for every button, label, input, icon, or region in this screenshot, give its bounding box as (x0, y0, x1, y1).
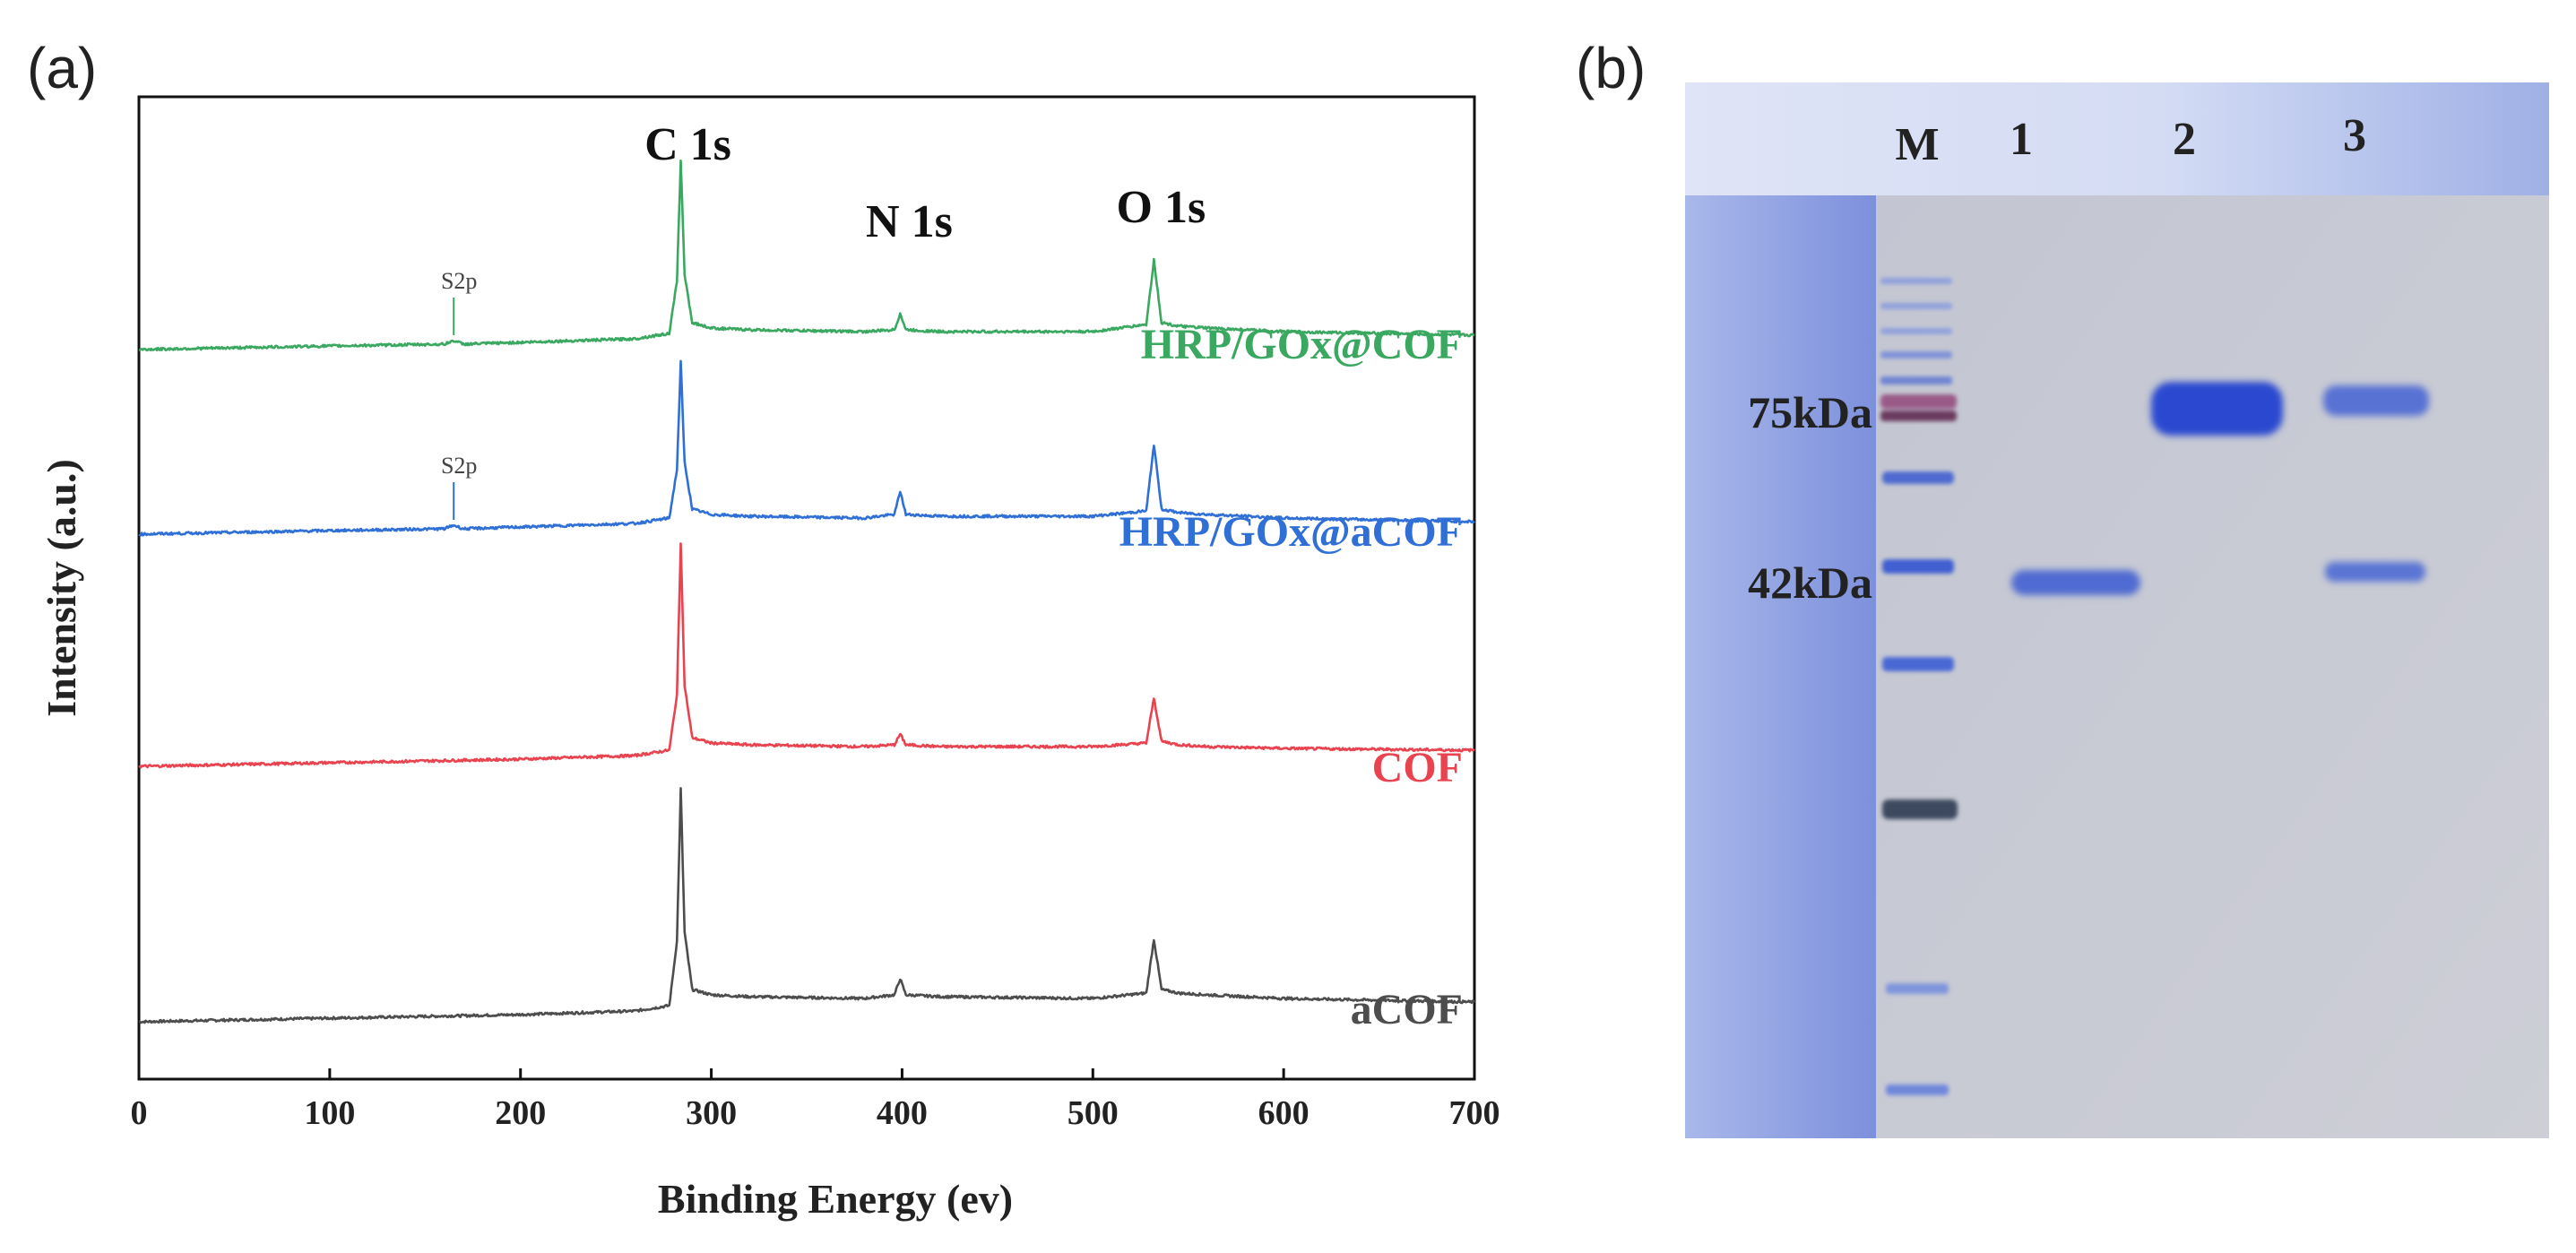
sample-bands (2011, 382, 2429, 595)
ladder-band (1882, 559, 1954, 574)
ladder-band (1880, 376, 1952, 385)
x-tick-label: 300 (686, 1094, 737, 1132)
x-tick-label: 0 (131, 1094, 148, 1132)
y-axis-label: Intensity (a.u.) (39, 459, 84, 717)
lane-label-M: M (1895, 119, 1939, 170)
gel-left-strip (1685, 195, 1876, 1138)
x-tick-label: 200 (495, 1094, 546, 1132)
annotation-S2p: S2p (441, 453, 477, 479)
ladder-band (1882, 657, 1954, 671)
x-axis-ticks: 0 100 200 300 400 500 600 700 (131, 1068, 1500, 1132)
x-tick-label: 500 (1068, 1094, 1119, 1132)
band-lane-1-42kDa (2011, 570, 2140, 595)
panel-b-label: (b) (1576, 36, 1646, 100)
series-line-aCOF (138, 787, 1476, 1024)
series-label-HRP-GOx-COF: HRP/GOx@COF (1141, 321, 1463, 368)
marker-label-75kDa: 75kDa (1748, 387, 1872, 437)
x-tick-label: 100 (304, 1094, 355, 1132)
marker-label-42kDa: 42kDa (1748, 557, 1872, 608)
series-group: aCOF COF HRP/GOx@aCOF HRP/GOx@COF (138, 159, 1476, 1033)
panel-a-label: (a) (27, 36, 97, 100)
band-lane-3-42kDa (2325, 562, 2425, 582)
peak-label-N-1s: N 1s (866, 196, 953, 247)
x-axis-label: Binding Energy (ev) (658, 1176, 1013, 1222)
gel-body (1876, 195, 2549, 1138)
series-label-COF: COF (1372, 744, 1463, 791)
band-lane-3-75kDa (2323, 385, 2429, 416)
series-line-COF (138, 542, 1475, 769)
series-line-HRP-GOx-COF (138, 159, 1475, 352)
band-lane-2-75kDa (2151, 382, 2283, 436)
gel-image: M 1 2 3 75kDa 42kDa (1685, 82, 2549, 1138)
series-label-aCOF: aCOF (1351, 986, 1463, 1033)
ladder-band (1880, 410, 1957, 421)
ladder-band (1880, 328, 1952, 334)
peak-label-C-1s: C 1s (644, 119, 731, 170)
annotation-group: S2p S2p C 1s N 1s O 1s (441, 119, 1206, 520)
ladder-band (1880, 351, 1952, 359)
lane-label-1: 1 (2010, 114, 2033, 165)
ladder-band (1886, 983, 1949, 994)
ladder-band (1880, 303, 1952, 309)
ladder-band (1880, 278, 1952, 284)
ladder-band (1886, 1084, 1949, 1095)
x-tick-label: 700 (1449, 1094, 1500, 1132)
series-line-HRP-GOx-aCOF (138, 359, 1475, 537)
peak-label-O-1s: O 1s (1117, 182, 1206, 233)
x-tick-label: 600 (1258, 1094, 1310, 1132)
lane-label-2: 2 (2173, 114, 2196, 165)
xps-chart: 0 100 200 300 400 500 600 700 aCOF COF HRP/GOx@aC… (39, 95, 1500, 1222)
marker-ladder (1880, 278, 1958, 1095)
ladder-band (1882, 799, 1958, 819)
series-label-HRP-GOx-aCOF: HRP/GOx@aCOF (1119, 508, 1463, 556)
gel-header-strip (1685, 82, 2549, 195)
ladder-band (1882, 471, 1954, 484)
lane-label-3: 3 (2343, 110, 2366, 161)
ladder-band (1880, 394, 1957, 409)
x-tick-label: 400 (877, 1094, 928, 1132)
plot-frame (137, 95, 1476, 1081)
annotation-S2p: S2p (441, 268, 477, 294)
